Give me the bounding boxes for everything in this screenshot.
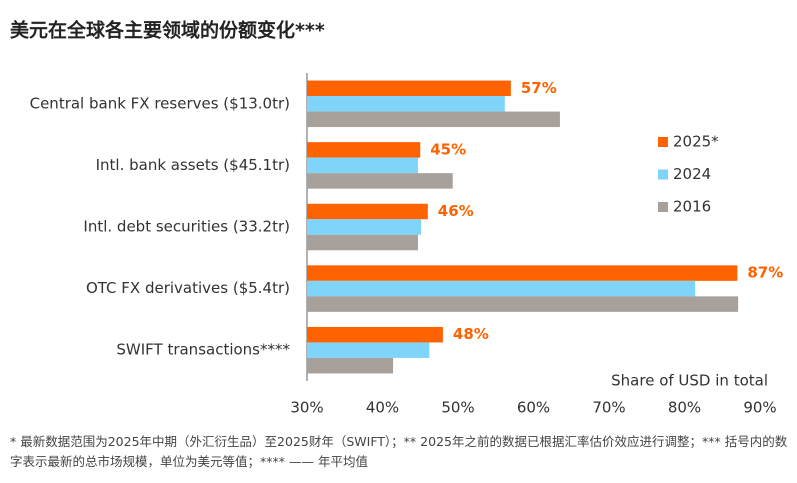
value-label: 46%	[438, 202, 474, 220]
legend-label: 2016	[673, 198, 711, 216]
x-tick-label: 50%	[441, 399, 474, 417]
x-tick-label: 60%	[517, 399, 550, 417]
y-tick-label: SWIFT transactions****	[116, 341, 290, 359]
bar	[307, 142, 421, 158]
value-label: 45%	[430, 140, 466, 158]
bar	[307, 157, 418, 174]
bar	[307, 173, 453, 189]
bar	[307, 219, 422, 235]
bar	[307, 342, 430, 358]
legend-swatch	[658, 169, 668, 180]
y-tick-label: Central bank FX reserves ($13.0tr)	[30, 94, 290, 112]
bar	[307, 111, 560, 128]
chart-title: 美元在全球各主要领域的份额变化***	[10, 19, 325, 42]
x-axis-title: Share of USD in total	[611, 372, 768, 390]
value-label: 57%	[521, 79, 557, 97]
legend-label: 2024	[673, 165, 711, 183]
legend-swatch	[658, 137, 668, 147]
x-tick-label: 80%	[668, 399, 701, 417]
chart: 美元在全球各主要领域的份额变化*** Share of USD in total…	[10, 19, 783, 417]
bar	[307, 265, 738, 281]
y-tick-label: OTC FX derivatives ($5.4tr)	[86, 279, 290, 297]
bar	[307, 80, 511, 97]
x-tick-label: 70%	[592, 399, 625, 417]
legend-label: 2025*	[673, 133, 719, 151]
bar	[307, 357, 394, 374]
y-tick-label: Intl. debt securities (33.2tr)	[83, 218, 290, 236]
bar	[307, 234, 418, 251]
bar	[307, 296, 739, 312]
value-label: 87%	[747, 264, 783, 282]
bar	[307, 326, 443, 343]
x-tick-label: 30%	[290, 399, 323, 417]
x-tick-label: 40%	[366, 399, 399, 417]
value-label: 48%	[453, 325, 489, 343]
x-tick-label: 90%	[743, 399, 776, 417]
footnote: * 最新数据范围为2025年中期（外汇衍生品）至2025财年（SWIFT）；**…	[10, 434, 788, 469]
bar	[307, 203, 428, 220]
bar	[307, 96, 505, 112]
legend-swatch	[658, 202, 668, 212]
y-tick-label: Intl. bank assets ($45.1tr)	[96, 156, 290, 174]
bar	[307, 280, 696, 297]
